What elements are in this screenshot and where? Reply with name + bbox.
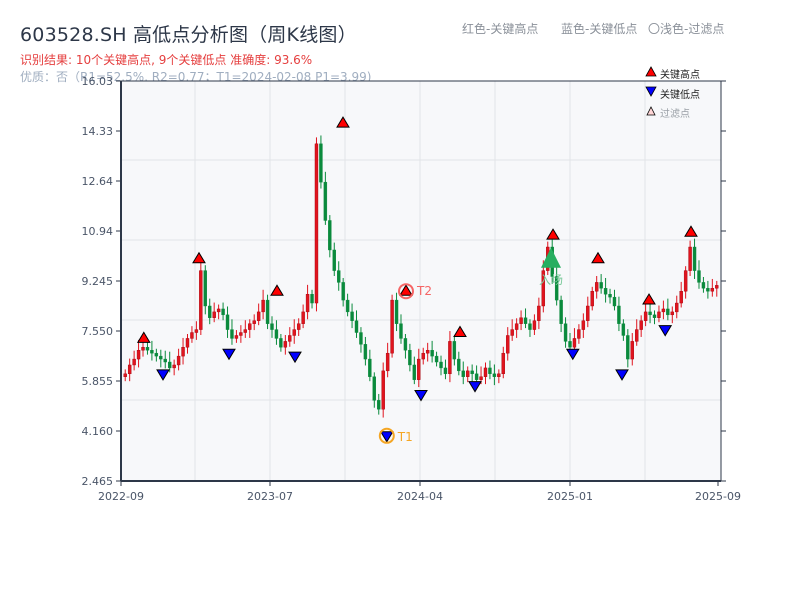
svg-text:12.64: 12.64	[82, 175, 114, 188]
grid-lines	[121, 81, 721, 481]
legend-filtered: 过滤点	[660, 109, 690, 120]
triangle-up-icon	[645, 66, 657, 77]
svg-text:2024-04: 2024-04	[397, 490, 443, 503]
svg-text:2.465: 2.465	[82, 475, 114, 488]
svg-text:16.03: 16.03	[82, 75, 114, 88]
svg-text:2023-07: 2023-07	[247, 490, 293, 503]
page-title: 603528.SH 高低点分析图（周K线图）	[20, 24, 357, 46]
svg-text:14.33: 14.33	[82, 125, 114, 138]
svg-text:T1: T1	[397, 430, 413, 444]
plot-area	[121, 81, 721, 481]
candlesticks	[123, 135, 719, 418]
svg-text:5.855: 5.855	[82, 375, 114, 388]
svg-text:4.160: 4.160	[82, 425, 114, 438]
top-legend-blue: 蓝色-关键低点	[561, 22, 638, 36]
x-axis-ticks: 2022-09 2023-07 2024-04 2025-01 2025-09	[98, 481, 741, 503]
svg-text:2022-09: 2022-09	[98, 490, 144, 503]
svg-text:T2: T2	[416, 284, 432, 298]
triangle-down-icon	[645, 86, 657, 97]
svg-text:9.245: 9.245	[82, 275, 114, 288]
legend-key-high: 关键高点	[660, 70, 700, 81]
svg-text:入场: 入场	[539, 273, 563, 287]
result-summary: 识别结果: 10个关键高点, 9个关键低点 准确度: 93.6%	[20, 53, 313, 67]
top-legend-light: 〇浅色-过滤点	[648, 22, 725, 36]
key-point-markers: T2 T1 入场	[136, 116, 698, 444]
svg-text:7.550: 7.550	[82, 325, 114, 338]
svg-text:2025-09: 2025-09	[695, 490, 741, 503]
legend-key-low: 关键低点	[660, 90, 700, 101]
top-legend-red: 红色-关键高点	[462, 22, 539, 36]
svg-text:2025-01: 2025-01	[547, 490, 593, 503]
y-axis-ticks: 2.465 4.160 5.855 7.550 9.245 10.94 12.64 14.33…	[82, 75, 726, 488]
svg-text:10.94: 10.94	[82, 225, 114, 238]
filtered-triangle-icon	[646, 106, 656, 116]
